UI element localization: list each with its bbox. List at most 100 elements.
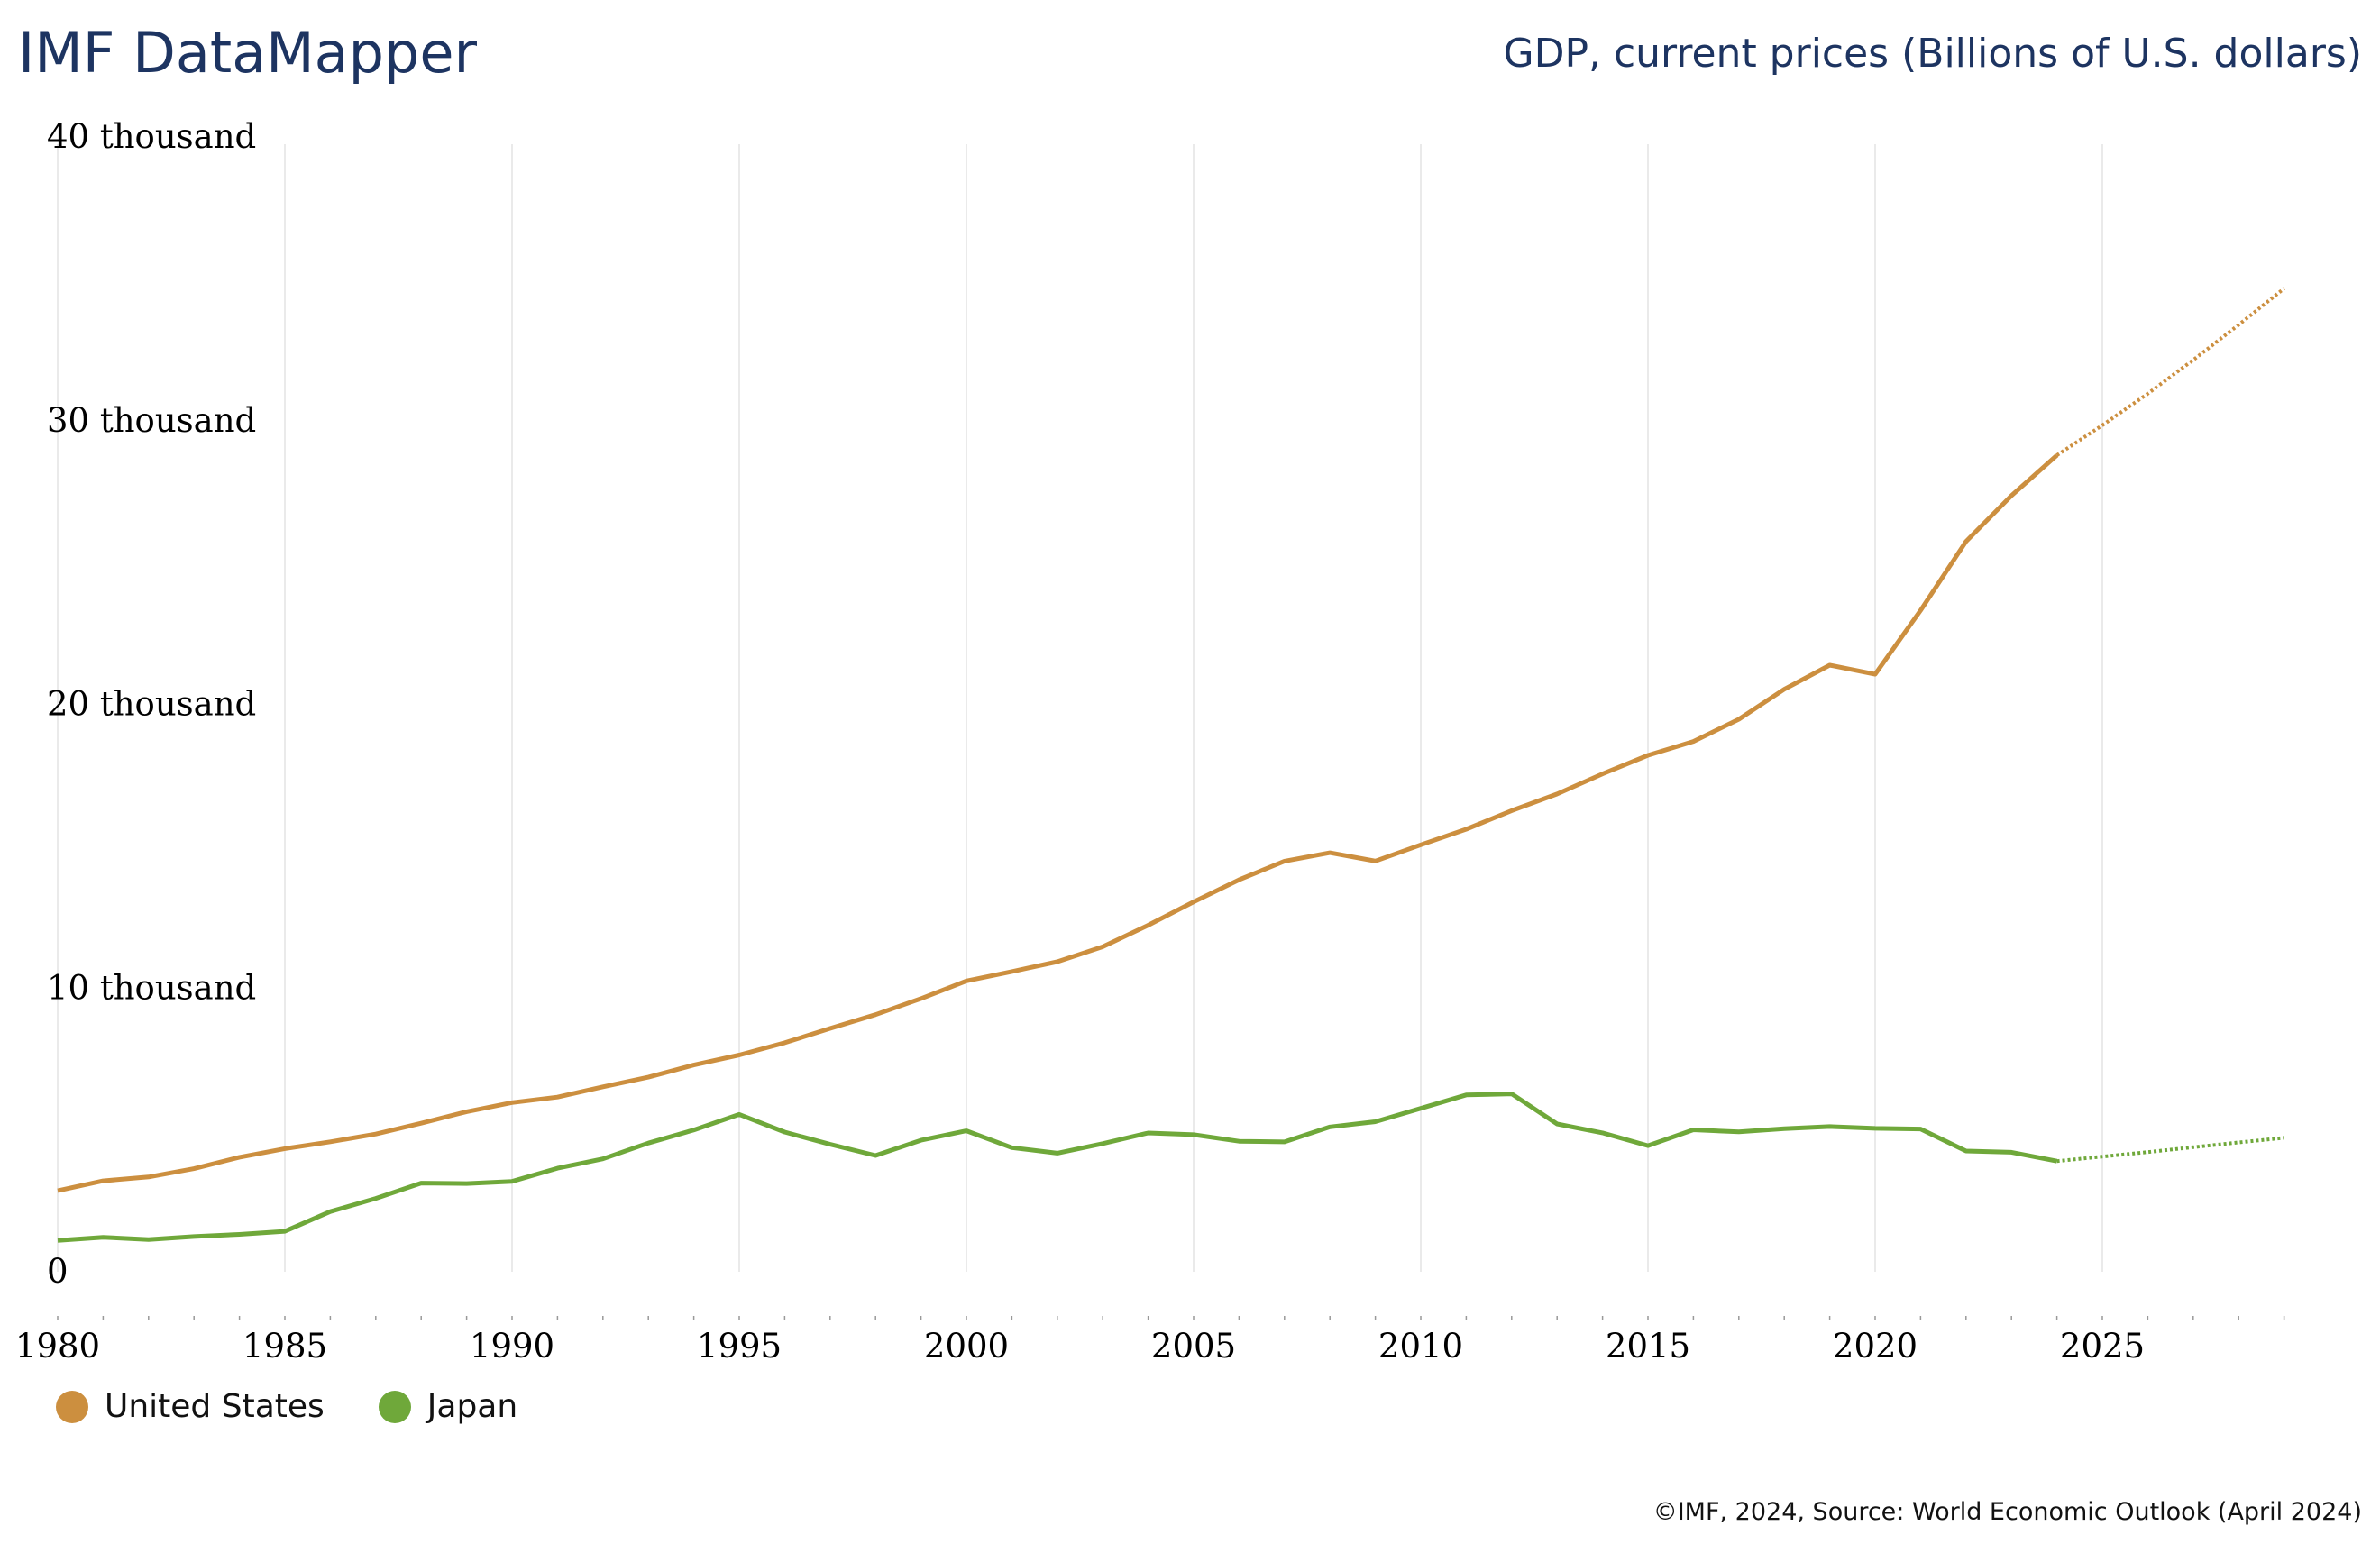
data-point [1282,1139,1286,1144]
data-point [328,1139,333,1144]
data-point [2191,358,2195,362]
data-point [1146,1130,1150,1135]
data-point [874,1012,878,1017]
data-point [737,1112,742,1117]
data-point [419,1181,424,1185]
x-tick-label: 2020 [1833,1327,1918,1366]
data-point [2237,1140,2241,1145]
data-point [1146,923,1150,927]
data-point [1055,1151,1059,1156]
data-point [192,1166,197,1171]
data-point [737,1053,742,1057]
x-tick-label: 2010 [1378,1327,1463,1366]
data-point [783,1130,787,1135]
legend-item-japan[interactable]: Japan [378,1388,518,1425]
series-line-japan [57,1092,2058,1243]
data-point [2282,287,2286,291]
data-point [2009,493,2014,498]
data-point [1419,1106,1423,1110]
data-point [283,1146,288,1151]
data-point [419,1121,424,1126]
data-point [828,1142,832,1146]
y-tick-label: 20 thousand [47,685,256,724]
x-tick-label: 1980 [15,1327,100,1366]
data-point [1237,878,1241,882]
data-point [600,1084,605,1089]
data-point [1419,843,1423,847]
data-point [1010,969,1014,973]
data-point [555,1095,560,1100]
x-tick-label: 1995 [697,1327,782,1366]
data-point [646,1141,651,1146]
data-point [874,1154,878,1158]
data-point [691,1128,696,1132]
data-point [146,1238,151,1242]
data-point [1736,1129,1741,1134]
data-point [2101,1155,2105,1159]
data-point [919,996,923,1000]
series-line-united-states [57,453,2059,1193]
data-point [1464,1092,1469,1097]
data-point [1646,753,1651,757]
data-point [1328,1125,1332,1129]
data-point [828,1027,832,1031]
data-point [283,1229,288,1234]
data-point [1373,859,1378,863]
data-point [1055,960,1059,964]
data-point [1464,827,1469,831]
data-point [1237,1139,1241,1144]
data-point [101,1179,105,1183]
data-point [1509,808,1514,813]
y-tick-label: 0 [47,1252,69,1291]
x-tick-label: 1985 [243,1327,327,1366]
projection-line-united-states [2055,287,2285,457]
legend-swatch-japan [378,1390,411,1423]
x-tick-label: 2015 [1606,1327,1690,1366]
data-point [1328,851,1332,855]
projection-line-japan [2056,1136,2284,1164]
data-point [2146,1150,2150,1155]
data-point [2146,391,2150,396]
legend-label: United States [105,1388,325,1425]
legend-label: Japan [426,1388,518,1425]
x-tick-label: 2005 [1151,1327,1236,1366]
legend-swatch-us [56,1390,88,1423]
data-point [464,1110,469,1114]
legend-item-united-states[interactable]: United States [56,1388,325,1425]
x-tick-label: 2025 [2060,1327,2145,1366]
data-point [555,1166,560,1171]
data-point [1691,1128,1696,1132]
data-point [101,1235,105,1239]
data-point [1600,772,1605,776]
data-point [1964,539,1968,544]
data-point [1282,859,1286,863]
y-tick-label: 40 thousand [47,117,256,156]
data-point [1101,945,1105,949]
data-point [2237,323,2241,327]
x-tick-label: 2000 [924,1327,1009,1366]
data-point [1782,1127,1787,1131]
data-point [965,979,969,983]
data-point [373,1196,378,1201]
data-point [1918,1127,1923,1131]
data-point [1873,672,1878,677]
data-point [1192,900,1196,904]
data-point [2055,1159,2059,1164]
data-point [1509,1092,1514,1096]
data-point [237,1232,242,1237]
data-point [1555,791,1560,796]
source-footer: ©IMF, 2024, Source: World Economic Outlo… [1652,1498,2362,1526]
data-point [2282,1136,2286,1140]
data-point [2191,1145,2195,1149]
data-point [1827,663,1832,668]
data-point [1101,1141,1105,1146]
data-point [464,1182,469,1186]
data-point [1691,739,1696,744]
data-point [1827,1124,1832,1128]
brand-title: IMF DataMapper [18,20,478,86]
data-point [600,1156,605,1161]
y-tick-label: 30 thousand [47,401,256,440]
data-point [1555,1121,1560,1126]
data-point [328,1210,333,1214]
data-point [1646,1144,1651,1148]
